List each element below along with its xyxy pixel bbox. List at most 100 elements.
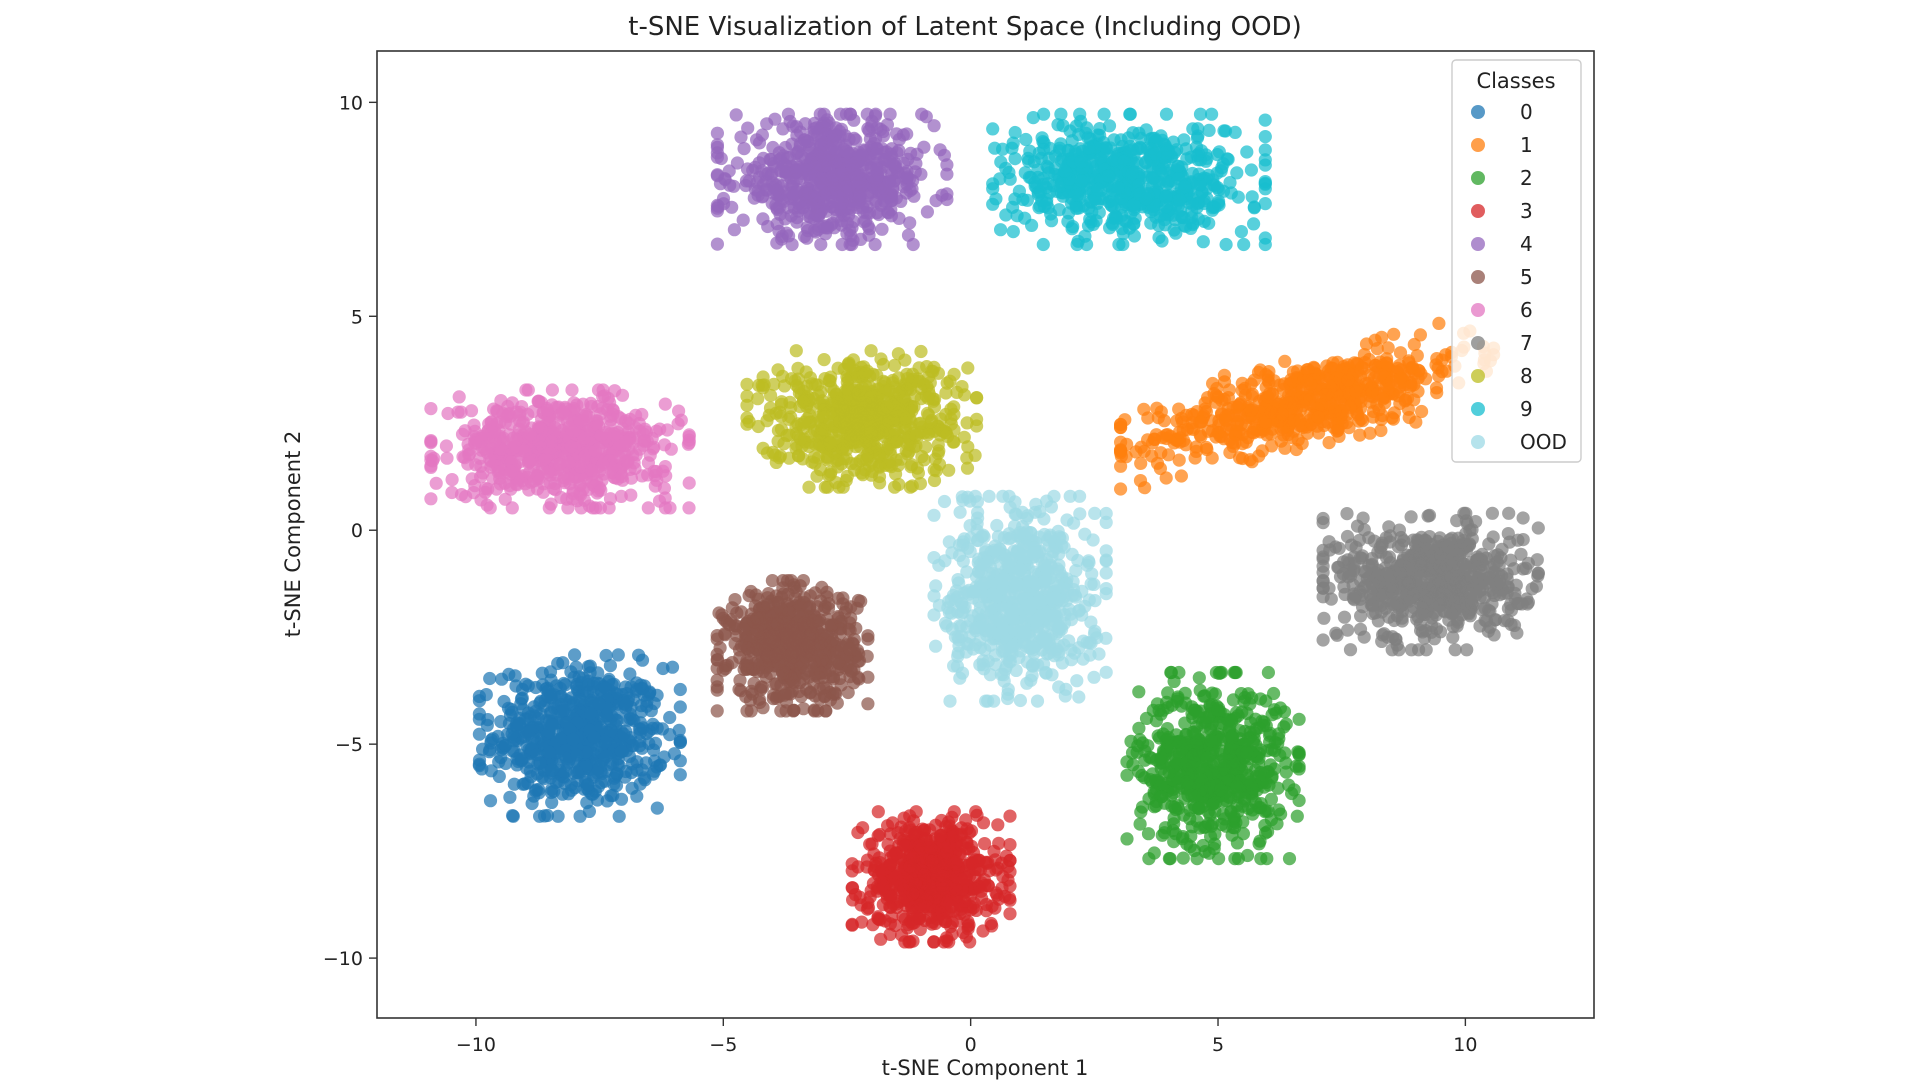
data-point — [1404, 510, 1418, 524]
data-point — [759, 182, 774, 196]
data-point — [847, 113, 861, 127]
data-point — [730, 156, 745, 170]
data-point — [992, 836, 1006, 850]
data-point — [1393, 346, 1408, 360]
data-point — [1200, 751, 1214, 765]
data-point — [945, 916, 959, 930]
data-point — [452, 390, 466, 404]
data-point — [1253, 363, 1267, 377]
data-point — [929, 818, 943, 832]
data-point — [779, 226, 794, 240]
data-point — [1174, 469, 1188, 483]
data-point — [831, 655, 846, 669]
data-point — [655, 722, 670, 736]
data-point — [1264, 405, 1279, 419]
data-point — [1316, 633, 1330, 647]
data-point — [551, 656, 565, 671]
data-point — [526, 404, 541, 418]
data-point — [867, 136, 881, 151]
data-point — [1183, 840, 1197, 854]
data-point — [548, 483, 563, 497]
data-point — [491, 465, 506, 480]
data-point — [777, 688, 792, 702]
data-point — [673, 682, 687, 697]
data-point — [1120, 437, 1134, 451]
data-point — [807, 655, 822, 669]
data-point — [615, 745, 629, 759]
data-point — [1192, 671, 1206, 685]
data-point — [1264, 427, 1278, 441]
data-point — [570, 748, 584, 762]
data-point — [584, 706, 598, 721]
data-point — [1278, 746, 1292, 760]
data-point — [559, 764, 573, 778]
data-point — [1176, 415, 1190, 429]
data-point — [1159, 431, 1173, 446]
data-point — [1230, 780, 1244, 794]
data-point — [839, 144, 853, 158]
data-point — [934, 829, 948, 843]
data-point — [1176, 830, 1190, 844]
series-6 — [424, 383, 696, 515]
data-point — [617, 727, 631, 741]
data-point — [1245, 387, 1259, 401]
data-point — [883, 844, 897, 858]
data-point — [545, 795, 559, 810]
data-point — [1240, 706, 1254, 721]
data-point — [710, 168, 725, 182]
data-point — [800, 231, 814, 245]
data-point — [878, 914, 892, 928]
data-point — [895, 928, 909, 942]
data-point — [682, 436, 696, 450]
data-point — [1300, 374, 1314, 388]
data-point — [721, 658, 735, 672]
data-point — [822, 597, 836, 611]
data-point — [513, 748, 527, 762]
data-point — [821, 221, 835, 235]
data-point — [807, 704, 822, 718]
data-point — [790, 164, 804, 178]
data-point — [451, 405, 465, 419]
data-point — [603, 427, 617, 441]
data-point — [1432, 369, 1446, 383]
data-point — [1209, 796, 1223, 810]
data-point — [611, 648, 625, 662]
data-point — [1265, 769, 1279, 784]
data-point — [1340, 529, 1355, 544]
data-point — [523, 427, 538, 441]
data-point — [789, 658, 803, 672]
data-point — [1375, 330, 1389, 344]
data-point — [1358, 356, 1372, 370]
data-point — [1225, 730, 1239, 745]
data-point — [598, 735, 612, 749]
data-point — [637, 434, 652, 448]
data-point — [861, 670, 875, 684]
data-point — [940, 187, 954, 201]
data-point — [940, 845, 954, 860]
data-point — [1147, 846, 1161, 860]
data-point — [1150, 697, 1164, 711]
data-point — [897, 811, 911, 825]
data-point — [472, 707, 486, 721]
data-point — [1204, 830, 1218, 844]
data-point — [1502, 506, 1516, 520]
data-point — [883, 900, 897, 914]
data-point — [590, 793, 605, 807]
data-point — [923, 910, 937, 924]
data-point — [955, 882, 969, 896]
data-point — [1003, 838, 1017, 852]
data-point — [957, 907, 972, 922]
data-point — [553, 457, 567, 471]
data-point — [1149, 714, 1163, 728]
data-point — [769, 649, 783, 663]
data-point — [478, 485, 492, 499]
data-point — [978, 879, 992, 893]
data-point — [564, 778, 579, 792]
data-point — [619, 435, 633, 449]
data-point — [906, 237, 920, 252]
data-point — [795, 610, 810, 624]
data-point — [873, 827, 887, 842]
data-point — [861, 629, 875, 643]
data-point — [614, 489, 628, 503]
data-point — [653, 422, 667, 436]
